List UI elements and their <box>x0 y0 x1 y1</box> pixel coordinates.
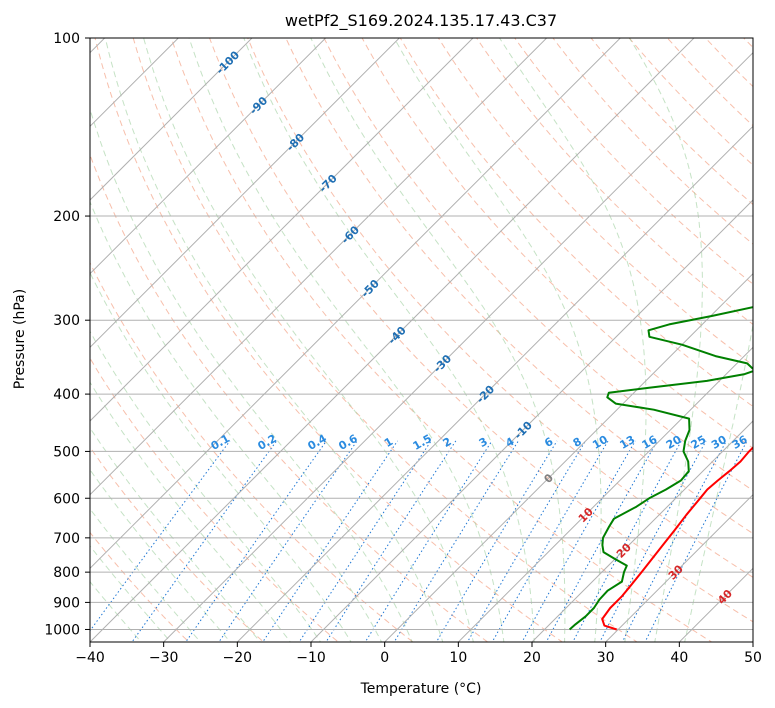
chart-title: wetPf2_S169.2024.135.17.43.C37 <box>285 11 557 31</box>
y-tick-label: 900 <box>53 595 80 611</box>
isotherm-line <box>90 38 695 642</box>
mixing-ratio-line <box>621 440 727 642</box>
moist-adiabat-line <box>628 38 703 642</box>
moist-adiabat-line <box>90 271 352 642</box>
dry-adiabat-line <box>476 38 753 326</box>
x-tick-label: −40 <box>75 650 105 666</box>
moist-adiabat-line <box>188 38 505 642</box>
x-tick-label: −20 <box>223 650 253 666</box>
moist-adiabat-line <box>90 427 261 642</box>
mixing-ratio-line <box>298 440 432 642</box>
y-tick-label: 600 <box>53 491 80 507</box>
isotherm-line <box>604 493 753 642</box>
moist-adiabat-line <box>310 38 566 642</box>
moist-adiabat-line <box>498 38 647 642</box>
isotherm-line <box>383 272 753 642</box>
dry-adiabat-line <box>285 38 753 535</box>
isotherm-lines <box>90 38 753 642</box>
isotherm-line <box>90 38 253 201</box>
mixing-ratio-line <box>491 440 609 642</box>
mixing-ratio-line <box>466 440 586 642</box>
dry-adiabat-line <box>90 357 340 642</box>
isotherm-line <box>90 38 180 128</box>
dry-adiabat-line <box>94 38 564 642</box>
mixing-ratio-line <box>364 440 493 642</box>
isotherm-line <box>90 38 474 422</box>
y-tick-label: 300 <box>53 313 80 329</box>
dry-adiabat-line <box>247 38 753 578</box>
mixing-ratio-line <box>90 440 231 632</box>
moist-adiabats <box>90 38 753 642</box>
isotherm-line <box>531 420 753 642</box>
y-tick-label: 1000 <box>44 622 80 638</box>
x-tick-label: 40 <box>670 650 688 666</box>
x-tick-label: 30 <box>597 650 615 666</box>
sounding-profiles <box>568 306 753 631</box>
moist-adiabat-line <box>90 468 231 642</box>
mixing-ratio-line <box>131 440 278 642</box>
moist-adiabat-line <box>90 381 291 642</box>
x-tick-label: 0 <box>380 650 389 666</box>
x-tick-label: 10 <box>449 650 467 666</box>
dry-adiabat-line <box>208 38 753 623</box>
y-tick-label: 500 <box>53 444 80 460</box>
mixing-ratio-line <box>572 440 682 642</box>
y-tick-label: 100 <box>53 31 80 47</box>
mixing-ratio-line <box>521 440 636 642</box>
isotherm-line <box>457 346 753 642</box>
moist-adiabat-line <box>104 38 444 642</box>
dry-adiabat-line <box>90 261 414 642</box>
isotherm-line <box>90 38 622 570</box>
isotherm-line <box>90 38 548 496</box>
y-tick-label: 400 <box>53 387 80 403</box>
dry-adiabat-line <box>90 531 190 642</box>
dry-adiabat-line <box>90 446 265 642</box>
dry-adiabat-line <box>170 38 713 642</box>
x-axis-label: Temperature (°C) <box>360 681 482 697</box>
y-tick-label: 800 <box>53 565 80 581</box>
dry-adiabat-line <box>399 38 753 408</box>
x-tick-label: 20 <box>523 650 541 666</box>
x-tick-label: −10 <box>296 650 326 666</box>
moist-adiabat-line <box>90 107 413 642</box>
dewpoint-profile-line <box>568 306 753 631</box>
x-axis-ticks: −40 −30 −20 −10 0 10 20 30 40 50 <box>75 642 762 666</box>
moist-adiabat-line <box>393 38 602 642</box>
mixing-ratio-line <box>599 440 707 642</box>
dry-adiabat-line <box>132 38 638 642</box>
mixing-ratio-lines <box>90 440 748 642</box>
mixing-ratio-line <box>545 440 658 642</box>
dry-adiabats <box>90 38 753 642</box>
x-tick-label: 50 <box>744 650 762 666</box>
y-tick-label: 200 <box>53 209 80 225</box>
moist-adiabat-line <box>90 200 383 642</box>
mixing-ratio-line <box>218 440 358 642</box>
isotherm-line <box>310 199 753 642</box>
mixing-ratio-line <box>644 440 748 642</box>
isotherm-line <box>90 38 401 349</box>
moist-adiabat-line <box>684 322 753 642</box>
dry-adiabat-line <box>437 38 753 366</box>
moist-adiabat-line <box>143 38 474 642</box>
isotherm-line <box>162 51 753 642</box>
mixing-ratio-line <box>435 440 558 642</box>
isotherm-line <box>236 125 753 642</box>
plot-frame <box>89 37 754 643</box>
y-axis-ticks: 100 200 300 400 500 600 700 800 900 1000 <box>44 31 90 638</box>
y-axis-label: Pressure (hPa) <box>12 289 28 389</box>
moist-adiabat-line <box>90 330 322 642</box>
isotherm-line <box>90 38 327 275</box>
x-tick-label: −30 <box>149 650 179 666</box>
y-tick-label: 700 <box>53 531 80 547</box>
temperature-profile-line <box>601 446 753 631</box>
mixing-ratio-line <box>325 440 457 642</box>
moist-adiabat-line <box>243 38 535 642</box>
